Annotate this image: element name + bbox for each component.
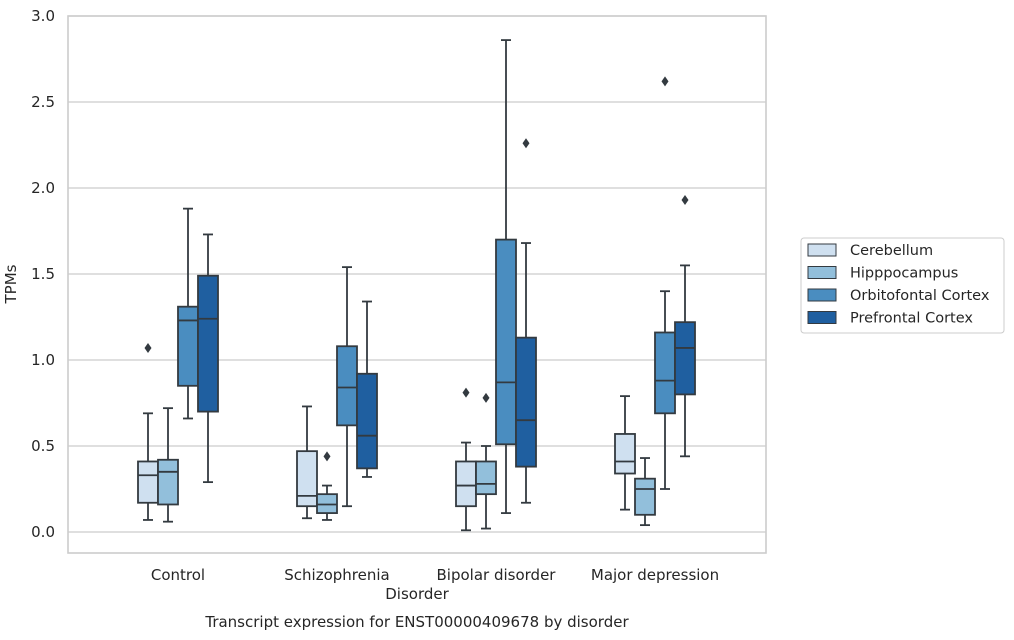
- legend-label: Cerebellum: [850, 243, 933, 259]
- box-1-3: [634, 457, 656, 527]
- legend-label: Hipppocampus: [850, 266, 958, 282]
- box-1-0: [157, 407, 179, 523]
- iqr-box: [654, 331, 676, 415]
- y-tick-label: 1.5: [31, 265, 55, 283]
- box-0-0: [137, 342, 159, 521]
- legend-swatch: [807, 288, 837, 302]
- iqr-box: [455, 460, 477, 508]
- y-tick-label: 3.0: [31, 7, 55, 25]
- box-0-3: [614, 395, 636, 511]
- outlier-point: [462, 387, 470, 398]
- chart-caption: Transcript expression for ENST0000040967…: [204, 613, 629, 631]
- iqr-box: [296, 450, 318, 508]
- iqr-box: [157, 458, 179, 506]
- box-0-1: [296, 405, 318, 520]
- iqr-box: [197, 274, 219, 413]
- legend-swatch: [807, 243, 837, 257]
- y-tick-label: 0.0: [31, 523, 55, 541]
- iqr-box: [614, 433, 636, 475]
- iqr-box: [356, 372, 378, 470]
- plot-area: [68, 16, 766, 553]
- box-0-2: [455, 387, 477, 532]
- outlier-point: [323, 451, 331, 462]
- box-3-3: [674, 195, 696, 458]
- box-1-2: [475, 392, 497, 530]
- box-3-1: [356, 300, 378, 478]
- box-2-0: [177, 207, 199, 420]
- x-tick-label: Bipolar disorder: [437, 566, 557, 584]
- box-3-0: [197, 233, 219, 484]
- y-tick-label: 0.5: [31, 437, 55, 455]
- outlier-point: [522, 138, 530, 149]
- plot-frame: [67, 15, 767, 554]
- outlier-point: [482, 392, 490, 403]
- iqr-box: [674, 321, 696, 396]
- outlier-point: [661, 76, 669, 87]
- outlier-point: [681, 195, 689, 206]
- iqr-box: [515, 336, 537, 468]
- y-tick-labels: 0.0 0.5 1.0 1.5 2.0 2.5 3.0: [31, 7, 55, 541]
- iqr-box: [634, 477, 656, 516]
- box-1-1: [316, 451, 338, 521]
- legend-frame: [800, 237, 1005, 334]
- legend-label: Orbitofontal Cortex: [850, 288, 990, 304]
- box-3-2: [515, 138, 537, 504]
- legend-label: Prefrontal Cortex: [850, 311, 973, 327]
- iqr-box: [475, 460, 497, 496]
- x-tick-label: Control: [151, 566, 205, 584]
- y-tick-label: 2.5: [31, 93, 55, 111]
- legend-swatch: [807, 311, 837, 324]
- iqr-box: [137, 460, 159, 504]
- legend: Cerebellum Hipppocampus Orbitofontal Corte…: [800, 237, 1005, 334]
- x-tick-labels: Control Schizophrenia Bipolar disorder Majo…: [151, 566, 719, 584]
- outlier-point: [144, 342, 152, 353]
- x-axis-title: Disorder: [385, 585, 449, 603]
- y-axis-title: TPMs: [2, 264, 20, 304]
- boxes: [137, 39, 696, 532]
- x-tick-label: Schizophrenia: [284, 566, 389, 584]
- legend-swatch: [807, 266, 837, 279]
- iqr-box: [495, 238, 517, 446]
- y-tick-label: 1.0: [31, 351, 55, 369]
- x-tick-label: Major depression: [591, 566, 719, 584]
- iqr-box: [336, 345, 358, 427]
- y-tick-label: 2.0: [31, 179, 55, 197]
- iqr-box: [177, 305, 199, 387]
